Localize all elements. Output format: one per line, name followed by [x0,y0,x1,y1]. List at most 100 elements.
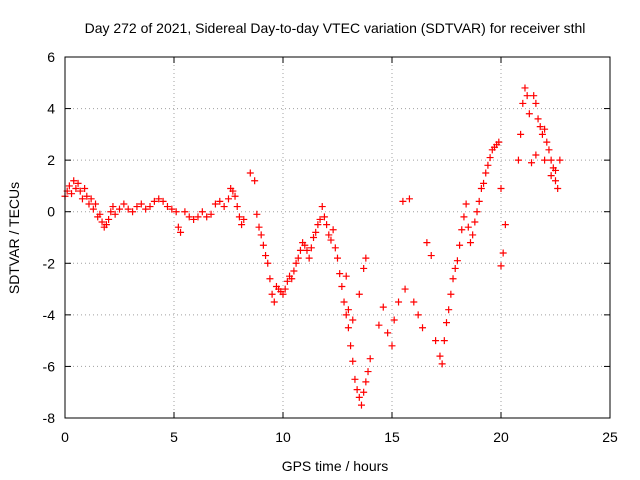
data-point [469,231,477,239]
data-point [98,218,106,226]
data-point [74,179,82,187]
data-point [76,187,84,195]
y-tick-label: -8 [43,410,56,426]
data-point [357,401,365,409]
data-point [464,223,472,231]
data-point [362,254,370,262]
data-point [384,329,392,337]
data-point [70,177,78,185]
data-point [514,156,522,164]
y-tick-label: 2 [47,152,55,168]
data-point [395,298,403,306]
data-point [294,254,302,262]
data-point [547,156,555,164]
data-point [194,213,202,221]
data-point [238,221,246,229]
data-point [364,368,372,376]
data-point [523,92,531,100]
data-point [541,156,549,164]
data-point [495,138,503,146]
data-point [96,210,104,218]
data-point [517,130,525,138]
data-point [543,138,551,146]
data-point [240,215,248,223]
data-point [303,246,311,254]
data-point [320,213,328,221]
data-point [288,275,296,283]
data-point [190,215,198,223]
data-point [124,205,132,213]
data-point [83,192,91,200]
data-point [159,197,167,205]
data-point [81,185,89,193]
data-point [231,192,239,200]
data-point [229,187,237,195]
data-point [259,241,267,249]
data-point [305,254,313,262]
data-point [198,208,206,216]
y-tick-label: 6 [47,49,55,65]
data-point [133,203,141,211]
data-points [61,84,564,409]
data-point [360,388,368,396]
data-point [203,213,211,221]
data-point [525,110,533,118]
data-point [89,205,97,213]
data-point [438,360,446,368]
data-point [360,264,368,272]
data-point [266,275,274,283]
x-axis-label: GPS time / hours [282,458,389,474]
data-point [388,342,396,350]
data-point [530,92,538,100]
data-point [355,290,363,298]
data-point [440,337,448,345]
chart-title: Day 272 of 2021, Sidereal Day-to-day VTE… [85,20,586,36]
data-point [445,306,453,314]
data-point [312,228,320,236]
data-point [270,298,278,306]
data-point [111,210,119,218]
data-point [120,200,128,208]
data-point [146,203,154,211]
data-point [92,200,100,208]
data-point [172,208,180,216]
data-point [310,234,318,241]
data-point [399,197,407,205]
data-point [316,215,324,223]
plot-frame [64,56,611,419]
data-point [419,324,427,332]
data-point [547,172,555,180]
data-point [325,231,333,239]
data-point [499,249,507,257]
x-tick-label: 20 [493,429,509,445]
data-point [87,195,95,203]
data-point [225,195,232,203]
x-tick-label: 0 [61,429,69,445]
data-point [257,231,265,239]
data-point [211,200,219,208]
data-point [314,221,322,229]
data-point [379,303,387,311]
data-point [342,311,350,319]
data-point [521,84,529,92]
data-point [216,197,224,205]
y-axis-label: SDTVAR / TECUs [6,182,22,294]
data-point [246,169,254,177]
data-point [423,239,431,247]
data-point [102,221,110,229]
data-point [347,342,355,350]
data-point [451,264,459,272]
data-point [290,267,298,275]
data-point [456,241,464,249]
data-point [235,213,243,221]
data-point [410,298,418,306]
data-point [351,375,359,383]
data-point [552,166,559,174]
data-point [129,208,137,216]
data-point [484,161,492,169]
data-point [262,252,270,260]
data-point [443,319,450,327]
data-point [427,252,435,260]
data-point [532,151,540,159]
